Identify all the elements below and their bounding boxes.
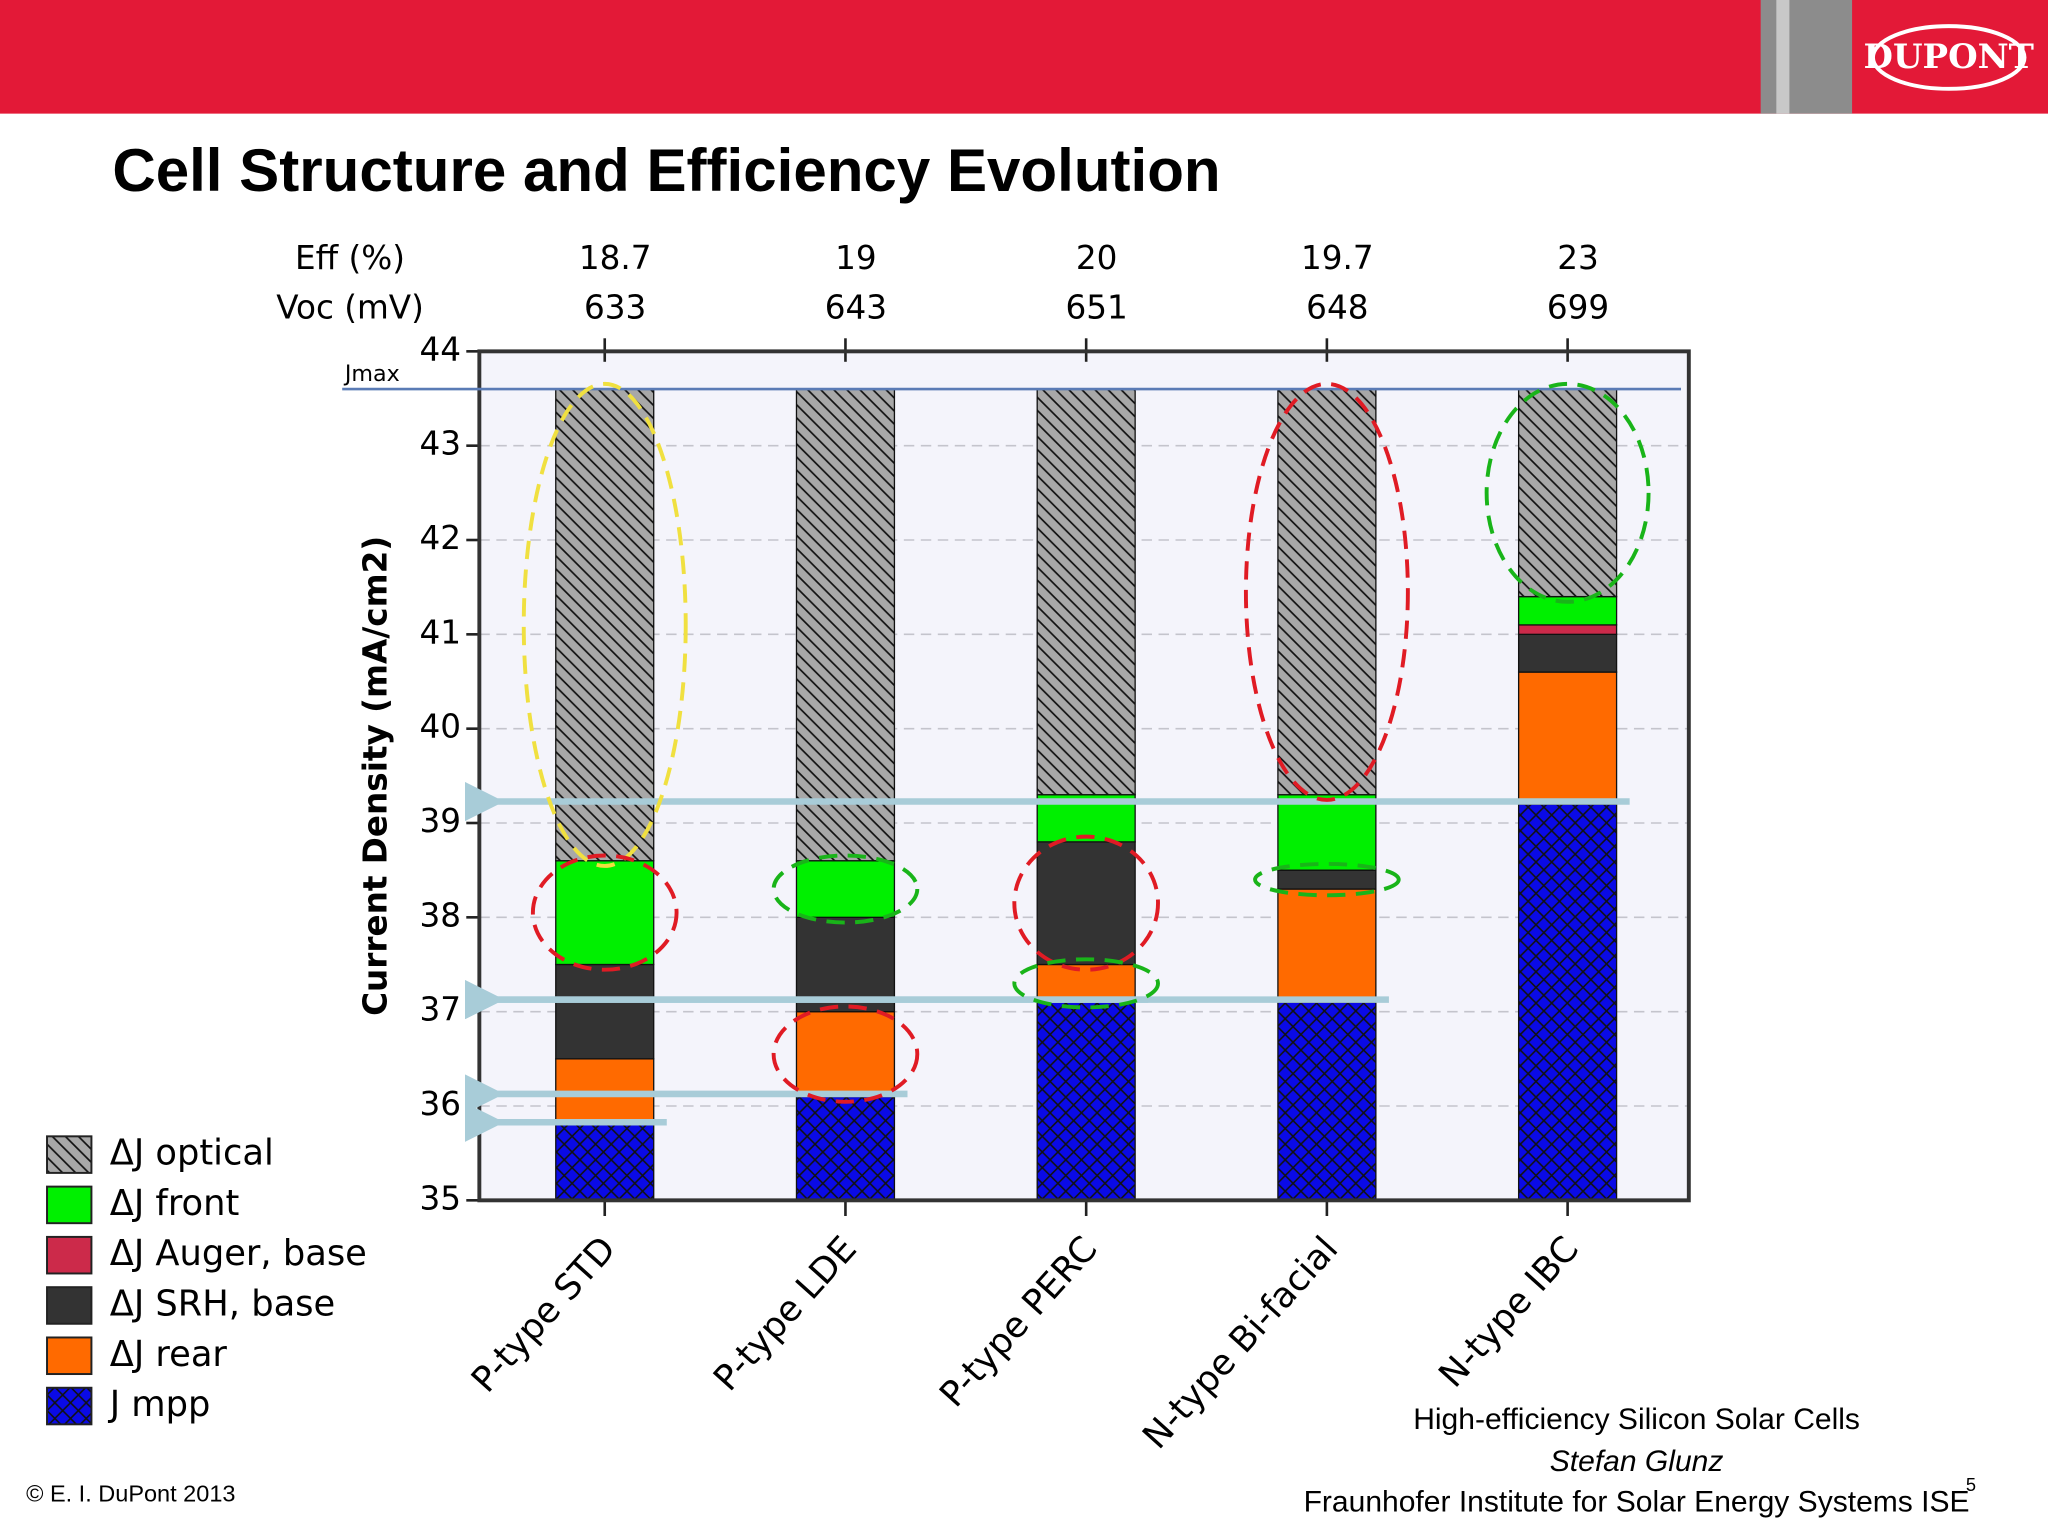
x-tick-label: P-type PERC [932,1229,1106,1415]
bar-segment [1277,388,1377,796]
y-tick-label: 38 [420,896,462,934]
x-tick-label: P-type LDE [706,1229,865,1399]
eff-value: 19 [835,239,877,277]
source-line: Stefan Glunz [1550,1445,1724,1478]
plot-border [477,349,1691,1203]
bar-segment [1277,888,1377,1003]
y-tick-label: 35 [420,1179,462,1217]
eff-label: Eff (%) [295,239,405,277]
bar-segment [795,860,896,918]
bar-segment [1036,388,1136,796]
bar-segment [795,916,896,1013]
legend-swatch [46,1286,93,1325]
eff-value: 20 [1076,239,1118,277]
y-tick-label: 44 [420,330,462,368]
bar-segment [795,1011,896,1098]
bar-segment [555,388,655,862]
source-line: High-efficiency Silicon Solar Cells [1413,1403,1860,1436]
voc-value: 633 [584,289,646,327]
highlight [530,853,679,972]
jmax-label: Jmax [343,361,400,387]
highlight [771,1004,920,1104]
legend-label: ΔJ rear [110,1334,228,1375]
legend-swatch [46,1336,93,1376]
page-number: 5 [1966,1474,1976,1495]
banner-stripe [1776,0,1790,114]
eff-value: 19.7 [1301,239,1374,277]
legend-swatch [46,1386,93,1426]
y-axis-label: Current Density (mA/cm2) [356,536,394,1016]
bar-segment [1517,633,1618,673]
y-tick-label: 41 [420,613,462,651]
copyright: © E. I. DuPont 2013 [26,1481,235,1507]
y-tick-label: 37 [420,991,462,1029]
voc-label: Voc (mV) [276,289,424,327]
bar-segment [555,1124,655,1201]
bar-segment [1517,671,1618,805]
source-line: Fraunhofer Institute for Solar Energy Sy… [1304,1485,1970,1518]
legend-label: ΔJ optical [110,1133,274,1174]
eff-value: 18.7 [579,239,652,277]
y-tick-label: 40 [420,708,462,746]
voc-value: 643 [825,289,887,327]
highlight [521,381,688,868]
bar-segment [1277,794,1377,871]
x-tick-label: N-type Bi-facial [1135,1229,1346,1457]
bar-segment [1036,841,1136,966]
bar-segment [795,1095,896,1201]
highlight [1012,834,1160,972]
banner [0,0,2048,114]
banner-stripe [1760,0,1853,114]
highlight [1484,381,1651,604]
bar-segment [1277,1001,1377,1201]
voc-value: 699 [1547,289,1609,327]
voc-value: 651 [1065,289,1127,327]
voc-value: 648 [1306,289,1368,327]
y-tick-label: 36 [420,1085,462,1123]
logo-ring [1871,24,2027,91]
bar-segment [1517,624,1618,635]
slide-title: Cell Structure and Efficiency Evolution [112,137,1220,204]
y-tick-label: 42 [420,519,462,557]
legend-swatch [46,1135,93,1174]
legend-swatch [46,1185,93,1225]
legend-swatch [46,1235,93,1275]
eff-value: 23 [1557,239,1599,277]
bar-segment [1517,388,1618,598]
highlight [1012,957,1160,1010]
bar-segment [555,963,655,1060]
highlight [1243,381,1410,802]
legend-label: J mpp [108,1384,211,1425]
y-tick-label: 43 [420,425,462,463]
x-tick-label: N-type IBC [1431,1229,1587,1396]
logo: DUPONT [1864,37,2034,77]
y-tick-label: 39 [420,802,462,840]
bar-segment [1036,1001,1136,1201]
legend-label: ΔJ SRH, base [110,1283,336,1324]
bar-segment [795,388,896,862]
x-tick-label: P-type STD [464,1229,624,1401]
highlight [1253,861,1401,898]
legend-label: ΔJ Auger, base [110,1233,367,1274]
bar-segment [555,860,655,966]
legend-label: ΔJ front [110,1183,240,1224]
bar-segment [1517,803,1618,1201]
bar-segment [1277,869,1377,890]
